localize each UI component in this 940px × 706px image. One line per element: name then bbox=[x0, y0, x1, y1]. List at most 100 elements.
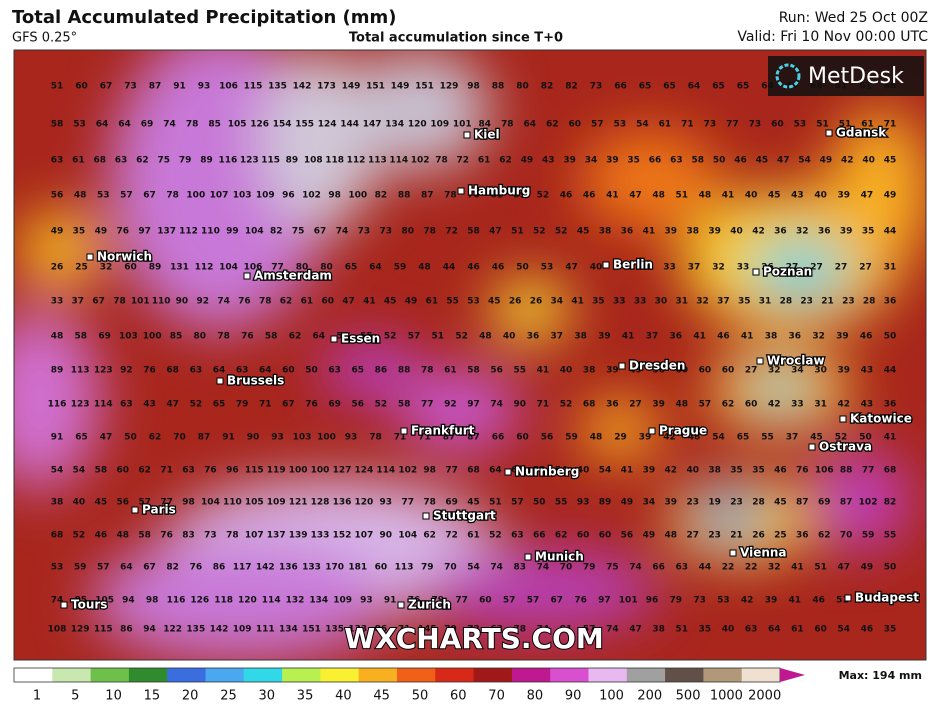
grid-value: 60 bbox=[75, 82, 88, 92]
colorbar-label: 20 bbox=[182, 689, 199, 703]
grid-value: 36 bbox=[789, 332, 802, 342]
grid-value: 78 bbox=[514, 625, 527, 635]
grid-value: 37 bbox=[688, 263, 701, 273]
grid-value: 103 bbox=[293, 433, 312, 443]
run: Run: Wed 25 Oct 00Z bbox=[779, 10, 928, 26]
grid-value: 58 bbox=[265, 332, 278, 342]
grid-value: 27 bbox=[786, 263, 799, 273]
grid-value: 107 bbox=[245, 531, 264, 541]
city-name: Budapest bbox=[855, 591, 919, 605]
grid-value: 60 bbox=[375, 563, 388, 573]
grid-value: 79 bbox=[421, 563, 434, 573]
grid-value: 93 bbox=[345, 433, 358, 443]
grid-value: 107 bbox=[354, 531, 373, 541]
grid-value: 79 bbox=[236, 400, 249, 410]
grid-value: 66 bbox=[652, 563, 665, 573]
grid-value: 80 bbox=[296, 263, 309, 273]
grid-value: 52 bbox=[555, 227, 568, 237]
grid-value: 116 bbox=[218, 156, 237, 166]
grid-value: 65 bbox=[75, 433, 88, 443]
grid-value: 31 bbox=[814, 400, 827, 410]
grid-value: 78 bbox=[369, 433, 382, 443]
grid-value: 73 bbox=[693, 596, 706, 606]
city-name: Frankfurt bbox=[411, 424, 475, 438]
grid-value: 35 bbox=[592, 297, 605, 307]
grid-value: 52 bbox=[375, 400, 388, 410]
grid-value: 65 bbox=[737, 433, 750, 443]
grid-value: 58 bbox=[138, 531, 151, 541]
grid-value: 48 bbox=[74, 191, 87, 201]
grid-value: 67 bbox=[100, 82, 113, 92]
grid-value: 56 bbox=[51, 191, 64, 201]
grid-value: 105 bbox=[245, 498, 264, 508]
grid-value: 63 bbox=[675, 563, 688, 573]
grid-value: 85 bbox=[75, 596, 88, 606]
grid-value: 58 bbox=[398, 400, 411, 410]
grid-value: 100 bbox=[186, 191, 205, 201]
grid-value: 78 bbox=[166, 191, 179, 201]
grid-value: 76 bbox=[796, 466, 809, 476]
title: Total Accumulated Precipitation (mm) bbox=[12, 7, 397, 28]
grid-value: 21 bbox=[821, 297, 834, 307]
grid-value: 74 bbox=[51, 596, 64, 606]
grid-value: 60 bbox=[321, 297, 334, 307]
grid-value: 63 bbox=[328, 366, 341, 376]
grid-value: 82 bbox=[884, 498, 897, 508]
city-name: Norwich bbox=[97, 250, 152, 264]
valid: Valid: Fri 10 Nov 00:00 UTC bbox=[737, 29, 928, 45]
grid-value: 57 bbox=[120, 191, 133, 201]
grid-value: 83 bbox=[514, 563, 527, 573]
grid-value: 48 bbox=[418, 263, 431, 273]
grid-value: 44 bbox=[884, 366, 897, 376]
grid-value: 38 bbox=[765, 332, 778, 342]
grid-value: 59 bbox=[514, 191, 527, 201]
grid-value: 33 bbox=[613, 297, 626, 307]
grid-value: 101 bbox=[131, 297, 150, 307]
grid-value: 42 bbox=[837, 400, 850, 410]
grid-value: 34 bbox=[791, 366, 804, 376]
grid-value: 62 bbox=[149, 433, 162, 443]
grid-value: 71 bbox=[160, 466, 173, 476]
grid-value: 46 bbox=[812, 596, 825, 606]
grid-value: 31 bbox=[884, 263, 897, 273]
grid-value: 77 bbox=[271, 263, 284, 273]
grid-value: 51 bbox=[511, 227, 524, 237]
grid-value: 33 bbox=[791, 400, 804, 410]
grid-value: 62 bbox=[555, 531, 568, 541]
grid-value: 45 bbox=[810, 433, 823, 443]
grid-value: 34 bbox=[614, 263, 627, 273]
grid-value: 45 bbox=[884, 156, 897, 166]
grid-value: 63 bbox=[236, 366, 249, 376]
grid-value: 86 bbox=[213, 563, 226, 573]
grid-value: 133 bbox=[348, 625, 367, 635]
map-frame bbox=[13, 49, 927, 661]
grid-value: 48 bbox=[688, 433, 701, 443]
model: GFS 0.25° bbox=[12, 31, 77, 46]
grid-value: 127 bbox=[333, 466, 352, 476]
grid-value: 87 bbox=[467, 433, 480, 443]
grid-value: 145 bbox=[418, 625, 437, 635]
grid-value: 43 bbox=[542, 156, 555, 166]
grid-value: 73 bbox=[358, 227, 371, 237]
grid-value: 62 bbox=[546, 120, 559, 130]
grid-value: 45 bbox=[467, 498, 480, 508]
grid-value: 51 bbox=[675, 625, 688, 635]
grid-value: 43 bbox=[861, 366, 874, 376]
grid-value: 76 bbox=[204, 466, 217, 476]
grid-value: 92 bbox=[444, 400, 457, 410]
grid-value: 78 bbox=[421, 366, 434, 376]
grid-value: 64 bbox=[489, 466, 502, 476]
grid-value: 76 bbox=[305, 400, 318, 410]
grid-value: 36 bbox=[621, 227, 634, 237]
grid-value: 34 bbox=[585, 156, 598, 166]
grid-value: 84 bbox=[478, 120, 491, 130]
grid-value: 96 bbox=[646, 596, 659, 606]
grid-value: 60 bbox=[569, 120, 582, 130]
city-marker bbox=[808, 443, 816, 451]
grid-value: 27 bbox=[835, 263, 848, 273]
grid-value: 54 bbox=[798, 156, 811, 166]
grid-value: 60 bbox=[675, 366, 688, 376]
grid-value: 28 bbox=[780, 297, 793, 307]
grid-value: 90 bbox=[247, 433, 260, 443]
grid-value: 48 bbox=[665, 531, 678, 541]
